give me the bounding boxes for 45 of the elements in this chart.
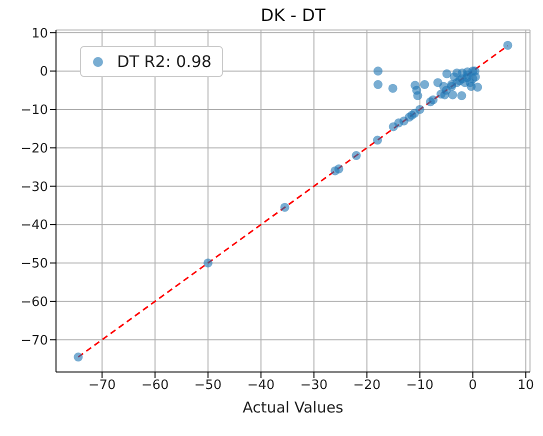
point (413, 91, 422, 100)
chart-title: DK - DT (260, 6, 326, 26)
point (440, 90, 450, 100)
x-tick-label: −40 (247, 378, 275, 394)
point (448, 90, 458, 100)
x-tick-label: −60 (141, 378, 169, 394)
y-tick-label: −10 (20, 103, 48, 118)
point (428, 95, 438, 104)
x-tick-label: 10 (517, 378, 534, 394)
y-tick-label: 10 (31, 26, 48, 42)
y-tick-label: −30 (20, 180, 48, 195)
point (457, 91, 466, 100)
point (466, 82, 476, 91)
legend-label: DT R2: 0.98 (117, 52, 212, 71)
point (439, 82, 448, 91)
point (372, 136, 382, 145)
y-tick-label: −20 (20, 141, 48, 156)
x-tick-label: −50 (194, 378, 222, 394)
point (74, 352, 83, 362)
x-tick-label: −70 (88, 378, 116, 394)
point (470, 72, 480, 82)
x-tick-label: −20 (353, 378, 381, 394)
point (450, 72, 459, 82)
point (388, 84, 398, 93)
point (442, 69, 452, 78)
point (280, 202, 290, 212)
x-tick-label: −30 (300, 378, 328, 394)
point (373, 66, 383, 76)
y-tick-label: −40 (20, 218, 48, 234)
point (352, 151, 361, 160)
x-tick-label: −10 (406, 378, 434, 394)
point (420, 80, 430, 90)
y-tick-label: 0 (40, 64, 48, 80)
point (415, 104, 424, 114)
y-tick-label: −70 (20, 333, 48, 348)
point (373, 80, 383, 90)
y-tick-label: −60 (20, 294, 48, 310)
x-axis-title: Actual Values (242, 398, 344, 417)
point (334, 164, 344, 174)
point (460, 78, 470, 88)
y-tick-label: −50 (20, 256, 48, 272)
point (462, 67, 472, 76)
point (503, 40, 512, 50)
point (203, 258, 213, 268)
x-tick-label: 0 (468, 378, 477, 394)
